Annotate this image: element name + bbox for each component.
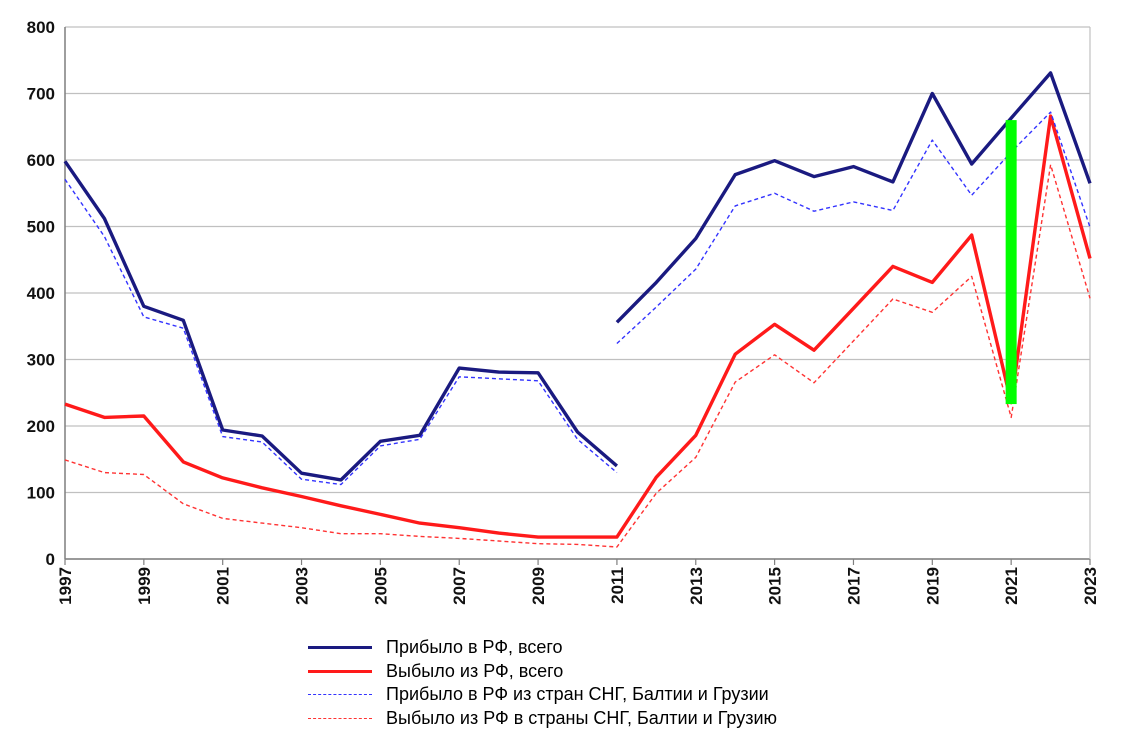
x-tick-label: 2005	[371, 567, 390, 605]
x-tick-label: 2015	[766, 567, 785, 605]
x-tick-label: 2007	[450, 567, 469, 605]
legend-swatch	[308, 694, 372, 696]
x-tick-label: 2023	[1081, 567, 1100, 605]
y-tick-label: 700	[27, 85, 55, 104]
x-tick-label: 2017	[844, 567, 863, 605]
legend-item: Выбыло из РФ, всего	[308, 660, 777, 684]
chart-area: 0 100 200 300 400 500 600 700 800 1997 1999 2001 20…	[27, 18, 1100, 605]
x-tick-label: 2021	[1002, 567, 1021, 605]
y-tick-label: 500	[27, 218, 55, 237]
x-tick-label: 2011	[608, 567, 627, 604]
y-tick-label: 400	[27, 284, 55, 303]
legend-swatch	[308, 646, 372, 650]
legend-label: Прибыло в РФ, всего	[386, 637, 563, 658]
series-1-line-segment-1	[63, 160, 619, 482]
gridlines	[65, 26, 1090, 560]
series-lines	[63, 71, 1092, 548]
y-tick-label: 100	[27, 484, 55, 503]
axes	[64, 27, 1091, 560]
legend-item: Прибыло в РФ, всего	[308, 636, 777, 660]
legend-label: Прибыло в РФ из стран СНГ, Балтии и Груз…	[386, 684, 769, 705]
x-tick-label: 1999	[135, 567, 154, 605]
legend-swatch	[308, 717, 372, 719]
annotations	[1005, 120, 1017, 405]
x-tick-label: 2019	[923, 567, 942, 605]
y-tick-label: 300	[27, 351, 55, 370]
y-tick-label: 0	[46, 550, 55, 569]
highlight-bar-1	[1005, 120, 1017, 405]
x-axis-ticks: 1997 1999 2001 2003 2005 2007 2009 2011 2013 2015…	[56, 559, 1100, 605]
y-axis-ticks: 0 100 200 300 400 500 600 700 800	[27, 18, 55, 569]
x-tick-label: 2013	[687, 567, 706, 605]
x-tick-label: 2009	[529, 567, 548, 605]
legend-label: Выбыло из РФ в страны СНГ, Балтии и Груз…	[386, 707, 778, 728]
series-3-line-segment-1	[64, 178, 618, 486]
series-1-line-segment-2	[615, 71, 1092, 324]
legend-swatch	[308, 669, 372, 673]
legend-item: Выбыло из РФ в страны СНГ, Балтии и Груз…	[308, 707, 777, 731]
legend-item: Прибыло в РФ из стран СНГ, Балтии и Груз…	[308, 683, 777, 707]
y-tick-label: 800	[27, 18, 55, 37]
legend-label: Выбыло из РФ, всего	[386, 660, 564, 681]
x-tick-label: 2003	[293, 567, 312, 605]
series-2-line-segment-1	[64, 114, 1092, 539]
y-tick-label: 600	[27, 151, 55, 170]
x-tick-label: 1997	[56, 567, 75, 605]
y-tick-label: 200	[27, 417, 55, 436]
x-tick-label: 2001	[214, 567, 233, 605]
series-4-line-segment-1	[64, 164, 1091, 548]
legend: Прибыло в РФ, всего Выбыло из РФ, всего Пр…	[308, 636, 777, 730]
